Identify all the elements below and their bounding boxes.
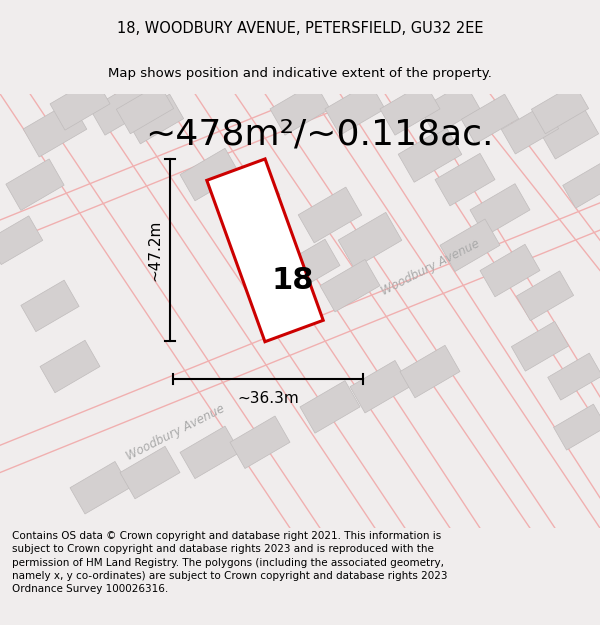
Text: 18: 18: [272, 266, 314, 295]
Polygon shape: [280, 239, 340, 292]
Polygon shape: [116, 84, 173, 134]
Polygon shape: [532, 84, 589, 134]
Polygon shape: [120, 446, 180, 499]
Polygon shape: [511, 321, 569, 371]
Polygon shape: [502, 104, 559, 154]
Polygon shape: [180, 148, 240, 201]
Text: Woodbury Avenue: Woodbury Avenue: [124, 402, 226, 462]
Text: Woodbury Avenue: Woodbury Avenue: [379, 237, 481, 298]
Text: ~36.3m: ~36.3m: [237, 391, 299, 406]
Polygon shape: [400, 345, 460, 398]
Polygon shape: [230, 416, 290, 469]
Polygon shape: [6, 159, 64, 211]
Polygon shape: [420, 82, 480, 135]
Text: ~47.2m: ~47.2m: [147, 219, 162, 281]
Polygon shape: [517, 271, 574, 321]
Polygon shape: [207, 159, 323, 342]
Polygon shape: [480, 244, 540, 297]
Text: Map shows position and indicative extent of the property.: Map shows position and indicative extent…: [108, 68, 492, 81]
Polygon shape: [40, 340, 100, 392]
Polygon shape: [350, 361, 410, 413]
Polygon shape: [320, 259, 380, 312]
Polygon shape: [470, 184, 530, 236]
Polygon shape: [220, 169, 280, 221]
Polygon shape: [554, 404, 600, 450]
Polygon shape: [270, 82, 330, 135]
Polygon shape: [23, 101, 87, 157]
Text: ~478m²/~0.118ac.: ~478m²/~0.118ac.: [145, 117, 493, 151]
Polygon shape: [50, 78, 110, 130]
Text: 18, WOODBURY AVENUE, PETERSFIELD, GU32 2EE: 18, WOODBURY AVENUE, PETERSFIELD, GU32 2…: [117, 21, 483, 36]
Polygon shape: [398, 126, 462, 182]
Polygon shape: [300, 381, 360, 433]
Polygon shape: [70, 461, 130, 514]
Polygon shape: [435, 153, 495, 206]
Polygon shape: [298, 187, 362, 243]
Polygon shape: [380, 82, 440, 135]
Polygon shape: [90, 82, 150, 135]
Polygon shape: [563, 161, 600, 208]
Polygon shape: [325, 82, 385, 135]
Text: Contains OS data © Crown copyright and database right 2021. This information is
: Contains OS data © Crown copyright and d…: [12, 531, 448, 594]
Polygon shape: [440, 219, 500, 271]
Polygon shape: [548, 353, 600, 400]
Polygon shape: [21, 280, 79, 332]
Polygon shape: [338, 213, 402, 268]
Polygon shape: [461, 94, 518, 144]
Polygon shape: [127, 94, 184, 144]
Polygon shape: [180, 426, 240, 479]
Polygon shape: [0, 216, 43, 264]
Polygon shape: [541, 109, 599, 159]
